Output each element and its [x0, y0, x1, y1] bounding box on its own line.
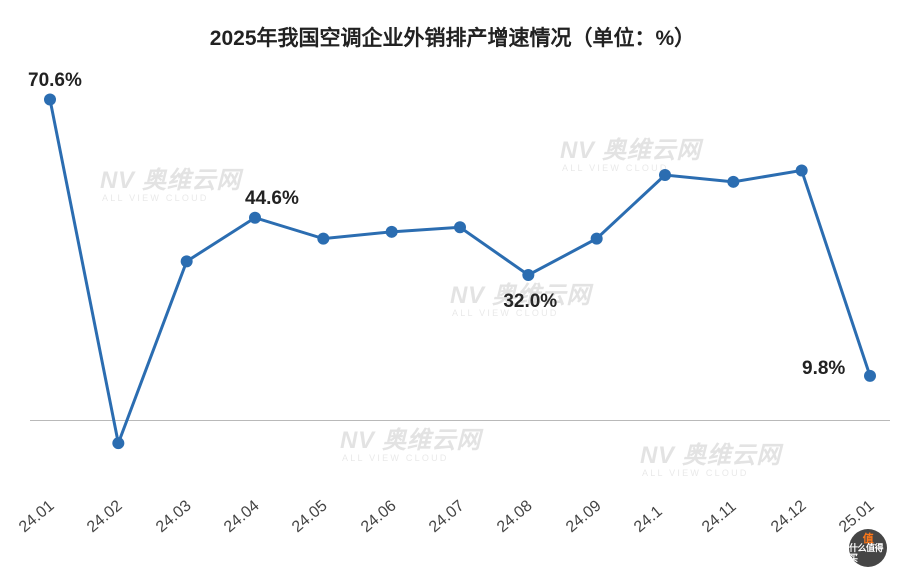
data-marker [112, 437, 124, 449]
data-label: 9.8% [802, 358, 845, 380]
data-marker [727, 176, 739, 188]
data-marker [317, 233, 329, 245]
data-label: 70.6% [28, 70, 82, 92]
data-marker [864, 370, 876, 382]
data-marker [386, 226, 398, 238]
data-marker [522, 269, 534, 281]
data-marker [591, 233, 603, 245]
data-marker [659, 169, 671, 181]
badge-text: 什么值得买 [849, 544, 887, 564]
site-badge: 值 什么值得买 [849, 529, 887, 567]
data-markers [44, 94, 876, 450]
data-label: 44.6% [245, 188, 299, 210]
data-line [50, 100, 870, 444]
data-marker [796, 164, 808, 176]
data-marker [181, 255, 193, 267]
line-chart [0, 0, 905, 581]
data-label: 32.0% [503, 291, 557, 313]
data-marker [454, 221, 466, 233]
data-marker [249, 212, 261, 224]
chart-container: { "title": { "text": "2025年我国空调企业外销排产增速情… [0, 0, 905, 581]
data-marker [44, 94, 56, 106]
